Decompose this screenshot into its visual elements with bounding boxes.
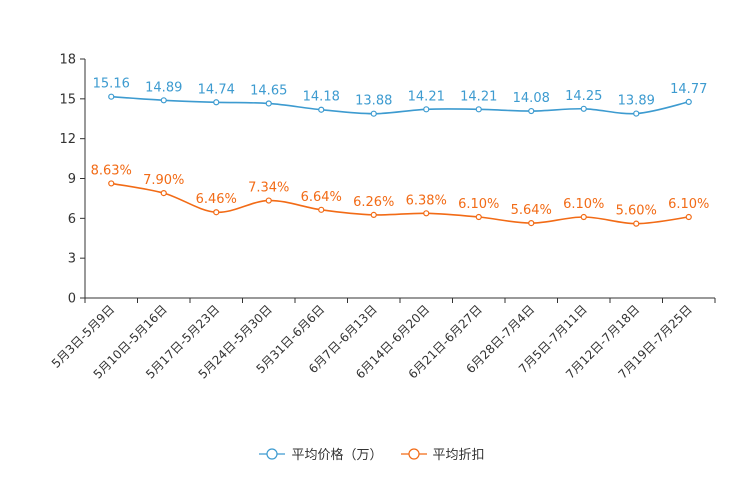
series-1: 8.63% 7.90% 6.46% 7.34% 6.64% 6.26% 6.38% 6.10%… bbox=[91, 163, 709, 227]
data-point[interactable] bbox=[370, 110, 377, 117]
data-label: 14.89 bbox=[145, 80, 182, 95]
data-point[interactable] bbox=[213, 209, 220, 216]
legend: 平均价格（万） 平均折扣 bbox=[0, 444, 744, 463]
y-tick-label: 3 bbox=[68, 252, 76, 267]
data-label: 13.88 bbox=[355, 94, 392, 109]
data-label: 15.16 bbox=[93, 77, 130, 92]
data-label: 6.64% bbox=[301, 190, 342, 205]
data-label: 14.08 bbox=[513, 91, 550, 106]
data-label: 13.89 bbox=[618, 94, 655, 109]
data-label: 5.60% bbox=[616, 204, 657, 219]
data-point[interactable] bbox=[160, 97, 167, 104]
data-label: 14.65 bbox=[250, 83, 287, 98]
data-point[interactable] bbox=[580, 213, 587, 221]
legend-marker-discount-icon bbox=[400, 447, 427, 460]
data-point[interactable] bbox=[685, 98, 692, 105]
data-label: 6.10% bbox=[458, 197, 499, 212]
data-label: 14.18 bbox=[303, 90, 340, 105]
y-tick-label: 18 bbox=[59, 53, 76, 68]
data-label: 5.64% bbox=[511, 203, 552, 218]
data-label: 14.74 bbox=[198, 82, 235, 97]
data-point[interactable] bbox=[633, 220, 640, 227]
data-point[interactable] bbox=[423, 106, 430, 113]
data-point[interactable] bbox=[528, 107, 535, 115]
y-tick-label: 0 bbox=[68, 292, 76, 307]
y-tick-label: 6 bbox=[68, 212, 76, 227]
data-label: 6.26% bbox=[353, 195, 394, 210]
data-point[interactable] bbox=[528, 220, 535, 227]
data-label: 14.77 bbox=[670, 82, 707, 97]
y-tick-label: 15 bbox=[59, 92, 76, 107]
data-label: 8.63% bbox=[91, 163, 132, 178]
legend-label-price: 平均价格（万） bbox=[291, 448, 383, 463]
data-label: 6.46% bbox=[196, 192, 237, 207]
data-point[interactable] bbox=[370, 211, 377, 218]
data-label: 14.21 bbox=[460, 89, 497, 104]
data-label: 6.10% bbox=[668, 197, 709, 212]
data-label: 6.38% bbox=[406, 193, 447, 208]
series-line bbox=[111, 95, 689, 115]
x-axis: 5月3日-5月9日5月10日-5月16日5月17日-5月23日5月24日-5月3… bbox=[49, 297, 716, 382]
data-point[interactable] bbox=[108, 180, 115, 187]
y-tick-label: 9 bbox=[68, 172, 76, 187]
data-point[interactable] bbox=[685, 213, 692, 221]
data-point[interactable] bbox=[108, 93, 115, 100]
legend-label-discount: 平均折扣 bbox=[432, 448, 485, 463]
data-point[interactable] bbox=[160, 190, 167, 197]
data-point[interactable] bbox=[475, 213, 482, 221]
data-label: 7.90% bbox=[143, 173, 184, 188]
series-line bbox=[111, 182, 689, 225]
data-point[interactable] bbox=[475, 106, 482, 113]
data-point[interactable] bbox=[318, 206, 325, 213]
data-label: 14.21 bbox=[408, 89, 445, 104]
y-tick-label: 12 bbox=[59, 132, 76, 147]
legend-item-discount[interactable]: 平均折扣 bbox=[400, 444, 485, 463]
series-layer: 15.16 14.89 14.74 14.65 14.18 13.88 14.21 14.21… bbox=[91, 77, 709, 227]
series-0: 15.16 14.89 14.74 14.65 14.18 13.88 14.21 14.21… bbox=[93, 77, 707, 117]
data-point[interactable] bbox=[213, 99, 220, 106]
data-point[interactable] bbox=[318, 106, 325, 113]
data-point[interactable] bbox=[265, 197, 272, 204]
legend-item-price[interactable]: 平均价格（万） bbox=[259, 444, 383, 463]
data-label: 6.10% bbox=[563, 197, 604, 212]
data-label: 14.25 bbox=[565, 89, 602, 104]
data-point[interactable] bbox=[633, 110, 640, 117]
data-point[interactable] bbox=[423, 210, 430, 217]
line-chart: 0 3 6 9 12 15 18 5月3日-5月9日5月10日-5月16日5月17日-5月2… bbox=[49, 53, 716, 382]
data-point[interactable] bbox=[580, 105, 587, 112]
data-label: 7.34% bbox=[248, 181, 289, 196]
legend-marker-price-icon bbox=[259, 447, 286, 460]
y-axis: 0 3 6 9 12 15 18 bbox=[59, 53, 86, 307]
data-point[interactable] bbox=[265, 100, 272, 107]
